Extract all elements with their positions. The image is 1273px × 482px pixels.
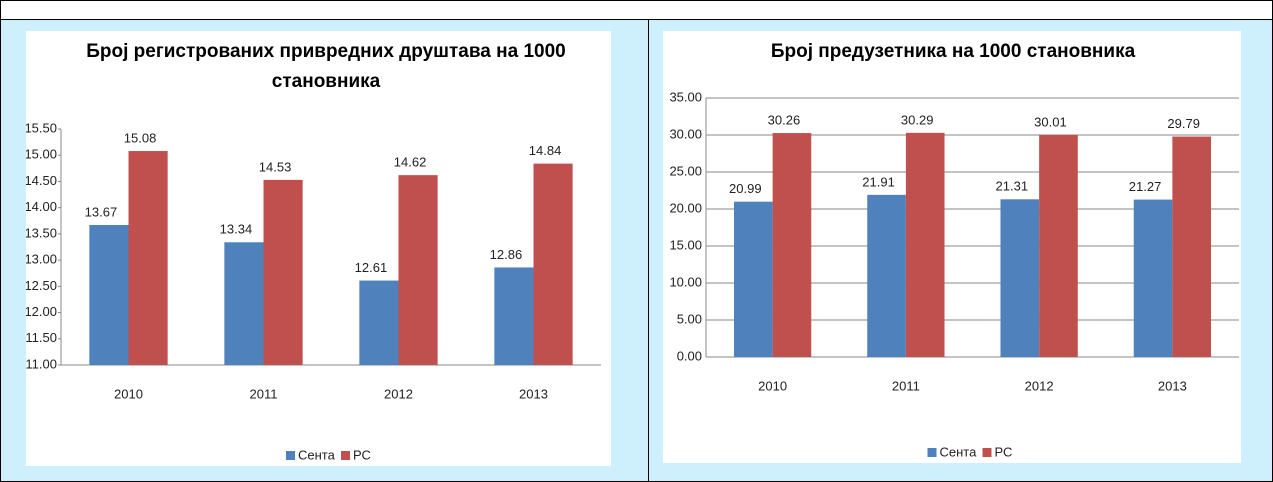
y-tick-label: 12.00 — [26, 304, 57, 319]
data-label: 21.27 — [1129, 179, 1162, 194]
bar — [359, 280, 399, 365]
bar — [224, 242, 264, 365]
data-label: 14.84 — [529, 143, 562, 158]
x-tick-label: 2013 — [1158, 378, 1187, 393]
bar — [398, 175, 438, 365]
bar — [733, 201, 773, 357]
data-label: 13.34 — [220, 222, 253, 237]
y-tick-label: 14.00 — [26, 199, 57, 214]
data-label: 21.91 — [862, 174, 895, 189]
chart-svg: 11.00 11.50 12.00 12.50 13.00 13.50 14.00 14.50… — [26, 120, 601, 462]
legend-swatch — [927, 448, 937, 457]
y-tick-label: 10.00 — [669, 274, 702, 289]
legend-swatch — [286, 451, 295, 460]
y-tick-label: 15.50 — [26, 120, 57, 135]
chart: 0.00 5.00 10.00 15.00 20.00 25.00 30.00 35.00 20… — [663, 31, 1241, 463]
x-tick-label: 2010 — [758, 378, 787, 393]
legend-swatch — [982, 448, 992, 457]
legend-swatch — [341, 451, 350, 460]
data-label: 12.61 — [355, 260, 388, 275]
data-label: 15.08 — [124, 130, 157, 145]
y-tick-label: 14.50 — [26, 173, 57, 188]
y-tick-label: 12.50 — [26, 278, 57, 293]
y-tick-label: 15.00 — [669, 237, 702, 252]
legend-label: Сента — [298, 447, 336, 462]
legend-label: РС — [995, 444, 1013, 459]
x-tick-label: 2013 — [519, 386, 548, 401]
data-label: 30.29 — [901, 112, 934, 127]
y-tick-label: 0.00 — [677, 348, 702, 363]
x-tick-label: 2012 — [1025, 378, 1054, 393]
bar — [533, 163, 573, 365]
data-label: 30.26 — [768, 113, 801, 128]
bar — [1039, 134, 1078, 357]
y-tick-label: 11.50 — [26, 330, 57, 345]
bar — [1133, 199, 1173, 357]
bar — [494, 267, 534, 365]
legend-label: РС — [353, 447, 371, 462]
data-label: 14.53 — [259, 159, 292, 174]
chart: 11.00 11.50 12.00 12.50 13.00 13.50 14.00 14.50… — [26, 31, 611, 466]
bar — [89, 224, 129, 365]
y-tick-label: 30.00 — [669, 126, 702, 141]
chart-title: Број регистрованих привредних друштава н… — [86, 41, 566, 92]
chart-title: Број предузетника на 1000 становника — [770, 41, 1136, 62]
y-tick-label: 11.00 — [26, 356, 57, 371]
y-tick-label: 15.00 — [26, 147, 57, 162]
y-tick-label: 13.50 — [26, 225, 57, 240]
x-tick-label: 2011 — [250, 386, 278, 401]
data-label: 13.67 — [85, 204, 118, 219]
bar — [867, 194, 906, 357]
x-tick-label: 2012 — [384, 386, 413, 401]
bar — [905, 132, 945, 357]
bar — [772, 133, 812, 357]
y-tick-label: 13.00 — [26, 252, 57, 267]
bar — [1172, 136, 1212, 357]
chart-svg: 0.00 5.00 10.00 15.00 20.00 25.00 30.00 35.00 20… — [669, 89, 1239, 459]
data-label: 12.86 — [490, 247, 523, 262]
data-label: 20.99 — [729, 181, 762, 196]
bar — [128, 151, 168, 365]
bar — [263, 179, 303, 365]
data-label: 14.62 — [394, 155, 427, 170]
y-tick-label: 35.00 — [669, 89, 702, 104]
legend-label: Сента — [940, 444, 978, 459]
y-tick-label: 25.00 — [669, 163, 702, 178]
data-label: 29.79 — [1167, 116, 1200, 131]
x-tick-label: 2011 — [892, 378, 920, 393]
y-tick-label: 5.00 — [677, 311, 702, 326]
data-label: 30.01 — [1034, 114, 1067, 129]
bar — [1000, 199, 1040, 357]
y-tick-label: 20.00 — [669, 200, 702, 215]
x-tick-label: 2010 — [114, 386, 143, 401]
data-label: 21.31 — [996, 179, 1029, 194]
